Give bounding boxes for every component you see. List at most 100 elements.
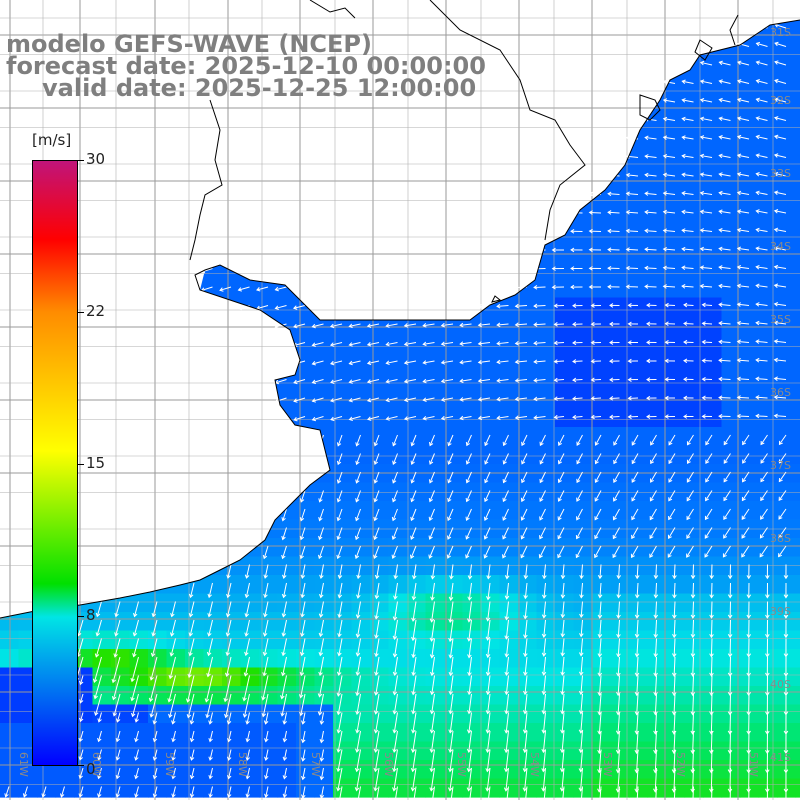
wind-arrow [755, 134, 768, 140]
wind-arrow [354, 545, 361, 560]
wind-cell [407, 538, 427, 558]
wind-arrow [78, 712, 84, 723]
wind-arrow [318, 601, 324, 618]
wind-arrow [778, 545, 787, 558]
wind-cell [185, 741, 205, 761]
wind-arrow [755, 209, 768, 214]
wind-arrow [690, 619, 696, 639]
wind-cell [666, 538, 686, 558]
wind-cell [684, 334, 704, 354]
wind-arrow [783, 601, 789, 619]
wind-cell [703, 667, 723, 687]
wind-arrow [709, 656, 714, 677]
wind-cell [388, 741, 408, 761]
wind-arrow [709, 730, 714, 755]
wind-cell [592, 556, 612, 576]
wind-cell [795, 612, 800, 632]
wind-arrow [292, 305, 306, 310]
wind-cell [333, 667, 353, 687]
wind-cell [203, 778, 223, 798]
wind-arrow [440, 415, 454, 421]
wind-arrow [487, 786, 491, 800]
wind-arrow [485, 638, 491, 659]
wind-cell [666, 556, 686, 576]
wind-cell [777, 242, 797, 262]
wind-cell [684, 353, 704, 373]
wind-cell [314, 593, 334, 613]
wind-cell [314, 686, 334, 706]
wind-cell [629, 168, 649, 188]
wind-arrow [348, 323, 361, 329]
wind-cell [370, 464, 390, 484]
wind-arrow [690, 656, 696, 677]
wind-cell [740, 334, 760, 354]
colorbar-tick-label: 15 [86, 454, 106, 472]
wind-arrow [742, 471, 750, 483]
wind-arrow [348, 342, 361, 347]
colorbar-unit: [m/s] [32, 131, 72, 149]
wind-arrow [496, 359, 509, 365]
wind-arrow [448, 712, 454, 734]
wind-arrow [226, 767, 232, 780]
wind-arrow [551, 266, 565, 271]
wind-arrow [204, 675, 213, 703]
wind-arrow [607, 284, 620, 290]
wind-cell [740, 649, 760, 669]
wind-arrow [755, 357, 768, 363]
wind-cell [573, 593, 593, 613]
wind-arrow [373, 749, 380, 773]
wind-cell [481, 353, 501, 373]
wind-cell [499, 371, 519, 391]
wind-cell [240, 575, 260, 595]
wind-cell [388, 316, 408, 336]
wind-arrow [168, 693, 176, 719]
wind-arrow [242, 675, 250, 702]
latitude-label: 35S [770, 313, 791, 326]
wind-arrow [336, 453, 343, 466]
wind-cell [370, 723, 390, 743]
longitude-label: 56W [382, 752, 395, 777]
wind-cell [240, 649, 260, 669]
wind-arrow [699, 246, 713, 252]
wind-cell [610, 778, 630, 798]
wind-arrow [281, 508, 287, 522]
wind-arrow [570, 229, 583, 234]
wind-arrow [264, 749, 269, 761]
wind-cell [555, 371, 575, 391]
wind-cell [740, 168, 760, 188]
wind-cell [351, 630, 371, 650]
latitude-label: 38S [770, 532, 791, 545]
wind-cell [647, 704, 667, 724]
wind-arrow [355, 656, 361, 676]
wind-cell [499, 408, 519, 428]
wind-cell [592, 223, 612, 243]
longitude-label: 54W [528, 752, 541, 777]
wind-cell [499, 556, 519, 576]
wind-cell [444, 686, 464, 706]
wind-arrow [539, 453, 546, 465]
wind-arrow [293, 397, 306, 403]
wind-cell [555, 741, 575, 761]
wind-arrow [244, 619, 250, 637]
wind-cell [407, 630, 427, 650]
wind-cell [462, 334, 482, 354]
wind-arrow [609, 303, 620, 308]
wind-cell [610, 223, 630, 243]
wind-arrow [662, 246, 676, 252]
wind-arrow [649, 508, 657, 521]
wind-cell [259, 741, 279, 761]
wind-arrow [410, 527, 417, 540]
wind-cell [518, 334, 538, 354]
wind-arrow [541, 675, 547, 696]
wind-cell [758, 57, 778, 77]
wind-cell [703, 149, 723, 169]
wind-arrow [711, 786, 713, 800]
wind-arrow [705, 453, 713, 464]
wind-arrow [299, 638, 306, 657]
wind-arrow [485, 601, 491, 622]
wind-arrow [219, 286, 232, 292]
wind-arrow [224, 693, 232, 719]
wind-arrow [523, 619, 528, 639]
wind-arrow [551, 247, 565, 253]
